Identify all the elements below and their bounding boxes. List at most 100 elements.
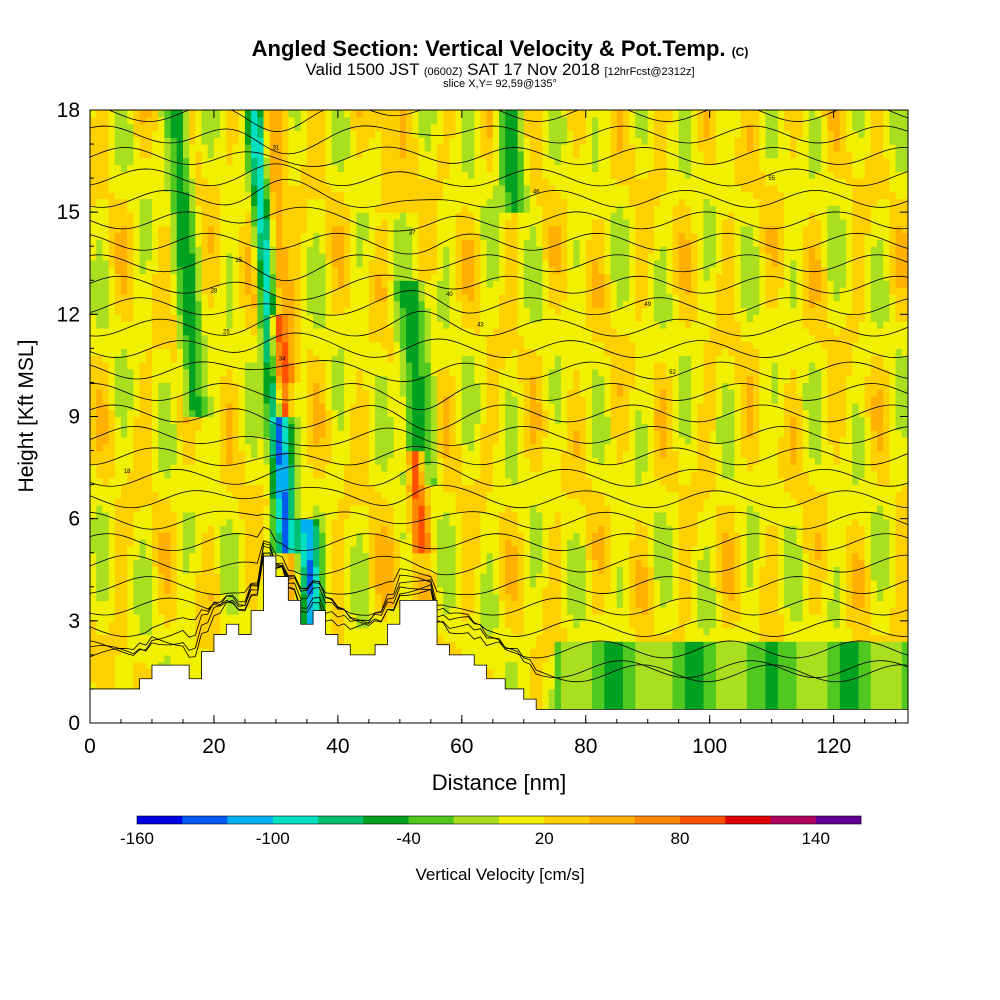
velocity-cell: [263, 273, 271, 281]
velocity-cell: [145, 505, 153, 513]
velocity-cell: [201, 409, 209, 418]
velocity-cell: [238, 334, 246, 343]
velocity-cell: [418, 423, 426, 431]
velocity-cell: [176, 110, 184, 111]
velocity-cell: [133, 627, 141, 636]
velocity-cell: [257, 525, 265, 533]
velocity-cell: [325, 579, 333, 588]
velocity-cell: [133, 593, 141, 601]
velocity-cell: [375, 307, 382, 315]
velocity-cell: [406, 110, 413, 111]
velocity-cell: [375, 239, 382, 247]
velocity-cell: [120, 566, 128, 574]
velocity-cell: [344, 178, 351, 186]
velocity-cell: [356, 362, 364, 370]
velocity-cell: [232, 280, 240, 288]
velocity-cell: [127, 205, 134, 213]
velocity-cell: [356, 559, 364, 567]
velocity-cell: [145, 368, 153, 377]
velocity-cell: [189, 409, 196, 418]
velocity-cell: [226, 130, 234, 138]
velocity-cell: [226, 470, 234, 479]
velocity-cell: [114, 110, 122, 111]
velocity-cell: [337, 566, 345, 574]
velocity-cell: [102, 184, 110, 193]
velocity-cell: [282, 539, 289, 547]
velocity-cell: [195, 505, 203, 513]
velocity-cell: [350, 430, 358, 438]
velocity-cell: [288, 246, 296, 254]
velocity-cell: [412, 593, 420, 601]
velocity-cell: [337, 450, 345, 458]
velocity-cell: [375, 573, 382, 581]
velocity-cell: [232, 505, 240, 513]
velocity-cell: [344, 334, 351, 343]
velocity-cell: [387, 545, 395, 554]
velocity-cell: [127, 505, 134, 513]
velocity-cell: [313, 586, 320, 595]
velocity-cell: [294, 498, 302, 506]
velocity-cell: [282, 525, 289, 533]
velocity-cell: [127, 178, 134, 186]
velocity-cell: [189, 668, 196, 676]
velocity-cell: [362, 573, 370, 581]
velocity-cell: [356, 239, 364, 247]
velocity-cell: [263, 239, 271, 247]
velocity-cell: [226, 334, 234, 343]
velocity-cell: [344, 620, 351, 629]
velocity-cell: [368, 532, 376, 540]
velocity-cell: [96, 205, 103, 213]
velocity-cell: [406, 484, 413, 493]
velocity-cell: [337, 239, 345, 247]
velocity-cell: [158, 402, 165, 411]
velocity-cell: [375, 355, 382, 363]
velocity-cell: [387, 539, 395, 547]
velocity-cell: [288, 280, 296, 288]
velocity-cell: [226, 430, 234, 438]
velocity-cell: [263, 505, 271, 513]
velocity-cell: [387, 614, 395, 622]
velocity-cell: [201, 362, 209, 370]
velocity-cell: [362, 641, 370, 649]
velocity-cell: [368, 293, 376, 302]
velocity-cell: [381, 273, 389, 281]
velocity-cell: [294, 416, 302, 424]
velocity-cell: [362, 382, 370, 390]
velocity-cell: [368, 436, 376, 445]
velocity-cell: [375, 314, 382, 322]
velocity-cell: [176, 491, 184, 499]
velocity-cell: [108, 443, 116, 452]
velocity-cell: [251, 341, 258, 349]
velocity-cell: [182, 150, 190, 159]
velocity-cell: [195, 348, 203, 356]
velocity-cell: [319, 246, 327, 254]
velocity-cell: [189, 648, 196, 656]
velocity-cell: [257, 253, 265, 261]
velocity-cell: [108, 457, 116, 465]
velocity-cell: [393, 600, 401, 608]
velocity-cell: [120, 212, 128, 220]
velocity-cell: [164, 110, 172, 111]
velocity-cell: [195, 205, 203, 213]
velocity-cell: [102, 579, 110, 588]
velocity-cell: [300, 334, 308, 343]
velocity-cell: [108, 464, 116, 472]
velocity-cell: [424, 368, 432, 377]
velocity-cell: [288, 198, 296, 206]
velocity-cell: [344, 586, 351, 595]
velocity-cell: [176, 266, 184, 275]
velocity-cell: [275, 123, 283, 132]
velocity-cell: [325, 443, 333, 452]
velocity-cell: [207, 525, 215, 533]
velocity-cell: [251, 144, 258, 152]
velocity-cell: [294, 287, 302, 295]
velocity-cell: [151, 198, 159, 206]
velocity-cell: [356, 218, 364, 227]
velocity-cell: [294, 579, 302, 588]
velocity-cell: [288, 178, 296, 186]
velocity-cell: [96, 218, 103, 227]
velocity-cell: [288, 327, 296, 336]
velocity-cell: [294, 362, 302, 370]
velocity-cell: [201, 239, 209, 247]
velocity-cell: [207, 457, 215, 465]
